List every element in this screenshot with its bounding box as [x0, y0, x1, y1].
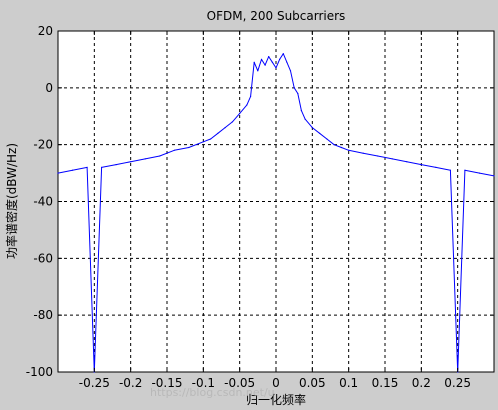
- psd-data-point: [435, 166, 437, 168]
- x-tick-label: -0.05: [224, 376, 255, 390]
- psd-data-point: [449, 169, 451, 171]
- x-tick-label: 0.25: [444, 376, 471, 390]
- psd-data-point: [173, 149, 175, 151]
- tick-label-layer: -0.25 -0.2 -0.15 -0.1 -0.05 0 0.05 0.1 0.15 0.2 0.…: [26, 24, 471, 390]
- psd-data-point: [420, 164, 422, 166]
- chart-title: OFDM, 200 Subcarriers: [207, 9, 346, 23]
- psd-data-point: [311, 127, 313, 129]
- psd-data-point: [130, 161, 132, 163]
- x-axis-label: 归一化频率: [246, 392, 306, 407]
- psd-data-point: [210, 138, 212, 140]
- psd-data-point: [239, 112, 241, 114]
- psd-data-point: [260, 58, 263, 61]
- psd-data-point: [493, 175, 495, 177]
- x-tick-label: 0: [272, 376, 280, 390]
- psd-data-point: [57, 172, 59, 174]
- psd-data-point: [224, 127, 226, 129]
- psd-data-point: [231, 121, 233, 123]
- grid: [58, 31, 494, 372]
- x-tick-label: -0.2: [119, 376, 142, 390]
- x-tick-label: -0.25: [79, 376, 110, 390]
- y-tick-label: -100: [26, 365, 53, 379]
- psd-data-point: [282, 53, 284, 55]
- x-tick-label: 0.2: [412, 376, 431, 390]
- y-tick-label: -80: [33, 308, 53, 322]
- psd-data-point: [478, 172, 481, 174]
- x-tick-label: -0.15: [151, 376, 182, 390]
- psd-data-point: [275, 67, 277, 69]
- psd-data-point: [289, 70, 292, 72]
- x-tick-label: 0.15: [372, 376, 399, 390]
- x-tick-label: -0.1: [192, 376, 215, 390]
- psd-data-point: [271, 61, 273, 63]
- psd-data-point: [71, 169, 74, 171]
- psd-data-point: [264, 64, 266, 66]
- tick-layer: [58, 30, 494, 373]
- psd-data-point: [300, 110, 302, 112]
- psd-data-point: [340, 146, 342, 149]
- psd-data-point: [297, 92, 299, 95]
- psd-data-point: [159, 155, 161, 157]
- y-tick-label: -60: [33, 251, 53, 265]
- series-layer: [57, 53, 495, 373]
- psd-data-point: [326, 138, 328, 140]
- psd-data-point: [115, 164, 117, 166]
- psd-data-point: [286, 61, 288, 63]
- psd-data-point: [279, 58, 281, 61]
- psd-data-point: [391, 158, 393, 160]
- y-tick-label: 0: [45, 81, 53, 95]
- psd-data-point: [406, 161, 408, 163]
- y-tick-label: -20: [33, 138, 53, 152]
- psd-data-point: [333, 144, 335, 146]
- psd-data-point: [257, 70, 259, 72]
- psd-data-point: [246, 104, 248, 106]
- x-tick-label: 0.1: [339, 376, 358, 390]
- psd-data-point: [268, 56, 270, 58]
- watermark: https://blog.csdn.net/u: [150, 386, 275, 399]
- psd-data-point: [202, 141, 204, 143]
- psd-data-point: [377, 155, 379, 157]
- psd-data-point: [101, 166, 103, 168]
- y-tick-label: 20: [38, 24, 53, 38]
- psd-data-point: [464, 169, 466, 171]
- y-axis-label: 功率谱密度(dBW/Hz): [4, 143, 19, 259]
- psd-data-point: [362, 152, 364, 154]
- psd-data-point: [293, 87, 295, 89]
- psd-data-point: [319, 132, 321, 134]
- psd-data-point: [188, 146, 190, 149]
- psd-data-point: [217, 132, 219, 134]
- psd-data-point: [348, 149, 350, 151]
- psd-data-point: [304, 118, 306, 120]
- y-tick-label: -40: [33, 195, 53, 209]
- psd-data-point: [250, 95, 252, 97]
- psd-data-point: [86, 166, 88, 168]
- psd-data-point: [144, 158, 146, 160]
- psd-data-point: [253, 61, 255, 63]
- x-tick-label: 0.05: [299, 376, 326, 390]
